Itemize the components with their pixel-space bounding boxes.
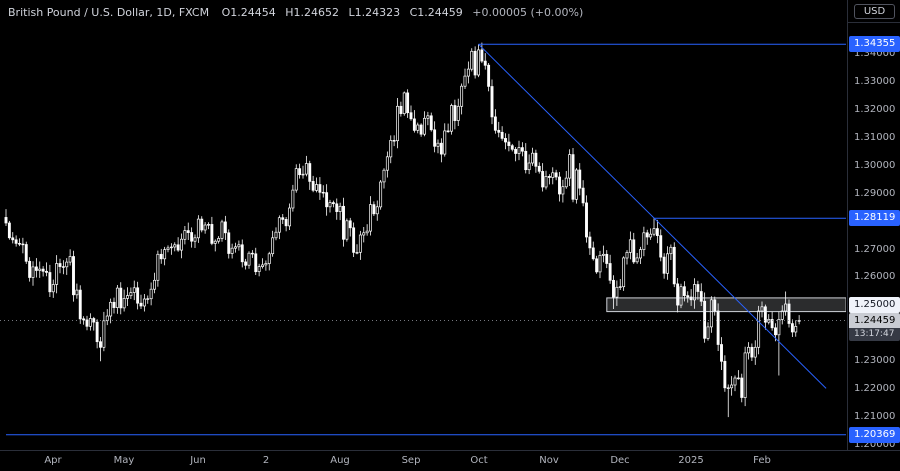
price-axis-label: 1.30000	[854, 160, 896, 171]
price-level-badge: 1.34355	[849, 36, 900, 52]
time-axis-label: Aug	[330, 455, 350, 466]
price-axis-label: 1.21000	[854, 411, 896, 422]
price-change: +0.00005 (+0.00%)	[472, 6, 584, 19]
ohlc-open: O1.24454	[221, 6, 276, 19]
ohlc-close: C1.24459	[409, 6, 463, 19]
time-axis[interactable]: Apr May Jun 2 Aug Sep Oct Nov Dec 2025 Feb	[0, 450, 900, 471]
ohlc-low: L1.24323	[348, 6, 401, 19]
time-axis-label: Oct	[470, 455, 488, 466]
symbol-title[interactable]: British Pound / U.S. Dollar, 1D, FXCM	[8, 6, 210, 19]
price-axis-label: 1.20000	[854, 439, 896, 450]
price-axis-label: 1.26000	[854, 271, 896, 282]
price-axis[interactable]: 1.34000 1.33000 1.32000 1.31000 1.30000 1.290…	[847, 0, 900, 450]
price-axis-label: 1.22000	[854, 383, 896, 394]
time-axis-label: Jun	[190, 455, 206, 466]
bar-countdown: 13:17:47	[849, 328, 900, 341]
ohlc-high: H1.24652	[285, 6, 339, 19]
price-axis-label: 1.31000	[854, 132, 896, 143]
time-axis-label: Nov	[539, 455, 559, 466]
price-axis-label: 1.32000	[854, 104, 896, 115]
currency-cell: USD	[847, 0, 900, 23]
time-axis-label: Dec	[610, 455, 630, 466]
symbol-legend: British Pound / U.S. Dollar, 1D, FXCM O1…	[8, 6, 589, 19]
time-axis-label: Feb	[753, 455, 771, 466]
price-axis-label: 1.23000	[854, 355, 896, 366]
time-axis-label: 2	[262, 455, 270, 466]
price-axis-label: 1.34000	[854, 48, 896, 59]
current-price-badge: 1.24459 13:17:47	[849, 313, 900, 341]
price-axis-label: 1.33000	[854, 76, 896, 87]
time-axis-label: Apr	[44, 455, 62, 466]
price-axis-label: 1.29000	[854, 188, 896, 199]
currency-toggle-button[interactable]: USD	[853, 3, 896, 19]
candle-series	[4, 42, 801, 418]
time-axis-label: Sep	[401, 455, 421, 466]
rectangle-drawing[interactable]	[606, 297, 846, 313]
price-level-badge: 1.25000	[849, 297, 900, 313]
price-chart-canvas[interactable]	[0, 0, 846, 450]
price-axis-label: 1.27000	[854, 244, 896, 255]
current-price-value: 1.24459	[849, 313, 900, 328]
time-axis-label: 2025	[678, 455, 704, 466]
trendline-drawing[interactable]	[478, 43, 827, 389]
time-axis-label: May	[113, 455, 135, 466]
price-level-badge: 1.28119	[849, 210, 900, 226]
price-level-badge: 1.20369	[849, 427, 900, 443]
